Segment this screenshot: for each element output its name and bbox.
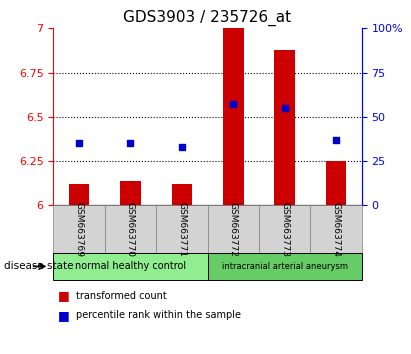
Title: GDS3903 / 235726_at: GDS3903 / 235726_at [123,9,292,25]
Bar [120,181,141,205]
Text: GSM663771: GSM663771 [178,202,186,257]
Text: disease state: disease state [4,261,74,272]
Bar [275,50,295,205]
Text: ■: ■ [58,289,69,302]
Text: ■: ■ [58,309,69,321]
Point [230,102,237,107]
Text: percentile rank within the sample: percentile rank within the sample [76,310,241,320]
Text: transformed count: transformed count [76,291,167,301]
Point [281,105,288,111]
Text: GSM663769: GSM663769 [75,202,83,257]
Text: GSM663774: GSM663774 [332,202,340,257]
Point [76,141,82,146]
Text: GSM663770: GSM663770 [126,202,135,257]
Text: intracranial arterial aneurysm: intracranial arterial aneurysm [222,262,348,271]
Bar [172,184,192,205]
Point [178,144,185,150]
Bar [326,161,346,205]
Text: GSM663772: GSM663772 [229,202,238,257]
Bar [69,184,90,205]
Text: GSM663773: GSM663773 [280,202,289,257]
Point [333,137,339,143]
Point [127,141,134,146]
Bar [223,28,243,205]
Text: normal healthy control: normal healthy control [75,261,186,272]
